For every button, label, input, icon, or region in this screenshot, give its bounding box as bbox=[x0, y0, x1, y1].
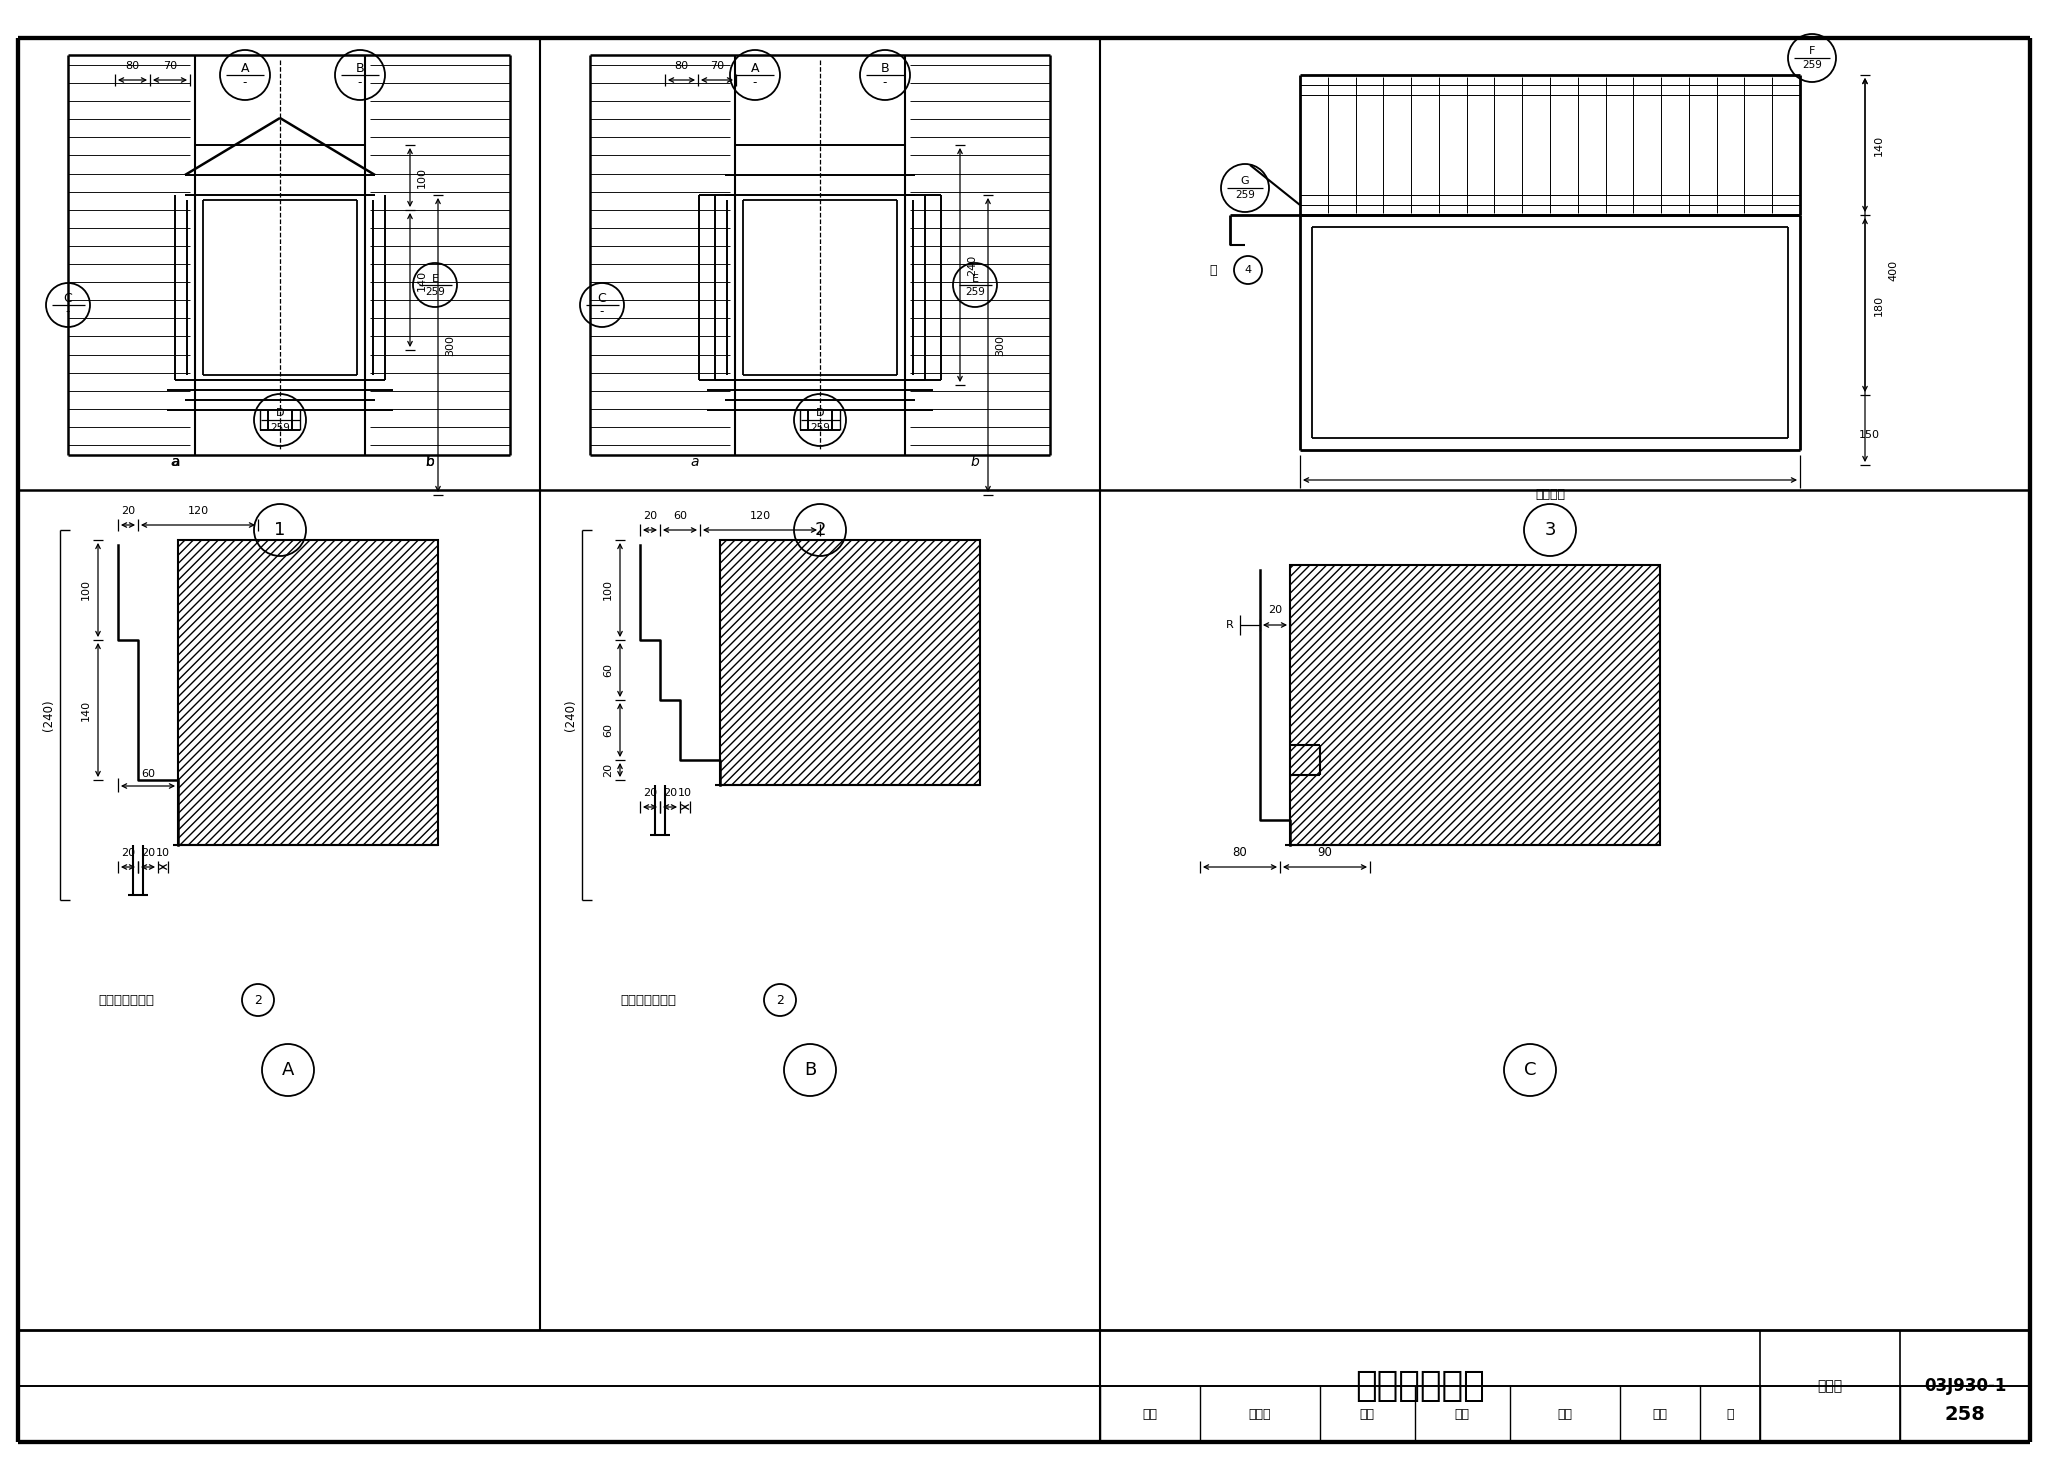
Text: 括号内尺寸用于: 括号内尺寸用于 bbox=[98, 994, 154, 1007]
Text: 2: 2 bbox=[815, 522, 825, 539]
Text: 240: 240 bbox=[967, 255, 977, 275]
Text: 140: 140 bbox=[418, 270, 426, 290]
Text: D: D bbox=[276, 408, 285, 418]
Text: 400: 400 bbox=[1888, 259, 1898, 281]
Text: 页: 页 bbox=[1726, 1407, 1735, 1421]
Text: b: b bbox=[971, 455, 979, 469]
Bar bbox=[1290, 565, 1661, 845]
Text: 10: 10 bbox=[678, 788, 692, 798]
Text: 窗洞口宽: 窗洞口宽 bbox=[1536, 488, 1565, 501]
Text: 70: 70 bbox=[164, 61, 176, 71]
Text: B: B bbox=[805, 1061, 815, 1080]
Text: a: a bbox=[690, 455, 698, 469]
Text: -: - bbox=[883, 76, 887, 89]
Text: 150: 150 bbox=[1858, 430, 1880, 440]
Text: 20: 20 bbox=[664, 788, 678, 798]
Text: (240): (240) bbox=[41, 699, 55, 731]
Text: 图集号: 图集号 bbox=[1817, 1378, 1843, 1393]
Text: 80: 80 bbox=[125, 61, 139, 71]
Text: 20: 20 bbox=[1268, 605, 1282, 615]
Text: 100: 100 bbox=[82, 580, 90, 600]
Text: 60: 60 bbox=[141, 769, 156, 779]
Text: E: E bbox=[971, 274, 979, 284]
Text: G: G bbox=[1241, 176, 1249, 186]
Text: 设计: 设计 bbox=[1556, 1407, 1573, 1421]
Text: B: B bbox=[881, 61, 889, 74]
Text: 120: 120 bbox=[750, 511, 770, 522]
Text: -: - bbox=[754, 76, 758, 89]
Text: 10: 10 bbox=[156, 848, 170, 858]
Text: a: a bbox=[170, 455, 180, 469]
Text: 259: 259 bbox=[270, 423, 291, 433]
Text: C: C bbox=[598, 293, 606, 306]
Text: 80: 80 bbox=[1233, 847, 1247, 860]
Text: 20: 20 bbox=[121, 848, 135, 858]
Text: 20: 20 bbox=[643, 788, 657, 798]
Text: 300: 300 bbox=[995, 335, 1006, 356]
Text: 140: 140 bbox=[82, 699, 90, 721]
Text: 窗洞口装饰线: 窗洞口装饰线 bbox=[1356, 1370, 1485, 1403]
Text: a: a bbox=[170, 455, 180, 469]
Text: 03J930-1: 03J930-1 bbox=[1923, 1377, 2007, 1394]
Text: (240): (240) bbox=[563, 699, 575, 731]
Text: 70: 70 bbox=[711, 61, 725, 71]
Text: 校对: 校对 bbox=[1360, 1407, 1374, 1421]
Text: A: A bbox=[242, 61, 250, 74]
Text: 1: 1 bbox=[274, 522, 285, 539]
Text: 4: 4 bbox=[1245, 265, 1251, 275]
Text: 审核: 审核 bbox=[1143, 1407, 1157, 1421]
Text: R: R bbox=[1227, 621, 1233, 629]
Text: 李力: 李力 bbox=[1653, 1407, 1667, 1421]
Text: 300: 300 bbox=[444, 335, 455, 356]
Text: 同: 同 bbox=[1208, 264, 1217, 277]
Text: 180: 180 bbox=[1874, 294, 1884, 316]
Text: 259: 259 bbox=[426, 287, 444, 297]
Text: 100: 100 bbox=[418, 168, 426, 188]
Text: D: D bbox=[815, 408, 823, 418]
Text: 3: 3 bbox=[1544, 522, 1556, 539]
Text: C: C bbox=[1524, 1061, 1536, 1080]
Bar bbox=[178, 541, 438, 845]
Text: 2: 2 bbox=[254, 994, 262, 1007]
Text: 20: 20 bbox=[643, 511, 657, 522]
Text: 259: 259 bbox=[1235, 191, 1255, 200]
Text: 2: 2 bbox=[776, 994, 784, 1007]
Text: 259: 259 bbox=[811, 423, 829, 433]
Text: 258: 258 bbox=[1944, 1405, 1985, 1423]
Text: 60: 60 bbox=[602, 663, 612, 678]
Text: -: - bbox=[66, 305, 70, 318]
Text: A: A bbox=[283, 1061, 295, 1080]
Text: 20: 20 bbox=[121, 506, 135, 516]
Text: 顾伯岳: 顾伯岳 bbox=[1249, 1407, 1272, 1421]
Text: 60: 60 bbox=[602, 723, 612, 737]
Text: F: F bbox=[1808, 47, 1815, 57]
Text: E: E bbox=[432, 274, 438, 284]
Text: C: C bbox=[63, 293, 72, 306]
Text: -: - bbox=[244, 76, 248, 89]
Bar bbox=[721, 541, 981, 785]
Text: 100: 100 bbox=[602, 580, 612, 600]
Text: 120: 120 bbox=[188, 506, 209, 516]
Text: 20: 20 bbox=[602, 763, 612, 777]
Text: 80: 80 bbox=[674, 61, 688, 71]
Text: b: b bbox=[426, 455, 434, 469]
Text: 140: 140 bbox=[1874, 134, 1884, 156]
Text: 20: 20 bbox=[141, 848, 156, 858]
Text: 259: 259 bbox=[1802, 60, 1823, 70]
Text: -: - bbox=[600, 305, 604, 318]
Text: 90: 90 bbox=[1317, 847, 1333, 860]
Text: 259: 259 bbox=[965, 287, 985, 297]
Text: A: A bbox=[752, 61, 760, 74]
Text: 括号内尺寸用于: 括号内尺寸用于 bbox=[621, 994, 676, 1007]
Text: -: - bbox=[358, 76, 362, 89]
Text: 郭景: 郭景 bbox=[1454, 1407, 1470, 1421]
Text: B: B bbox=[356, 61, 365, 74]
Text: 60: 60 bbox=[674, 511, 686, 522]
Text: b: b bbox=[426, 455, 434, 469]
